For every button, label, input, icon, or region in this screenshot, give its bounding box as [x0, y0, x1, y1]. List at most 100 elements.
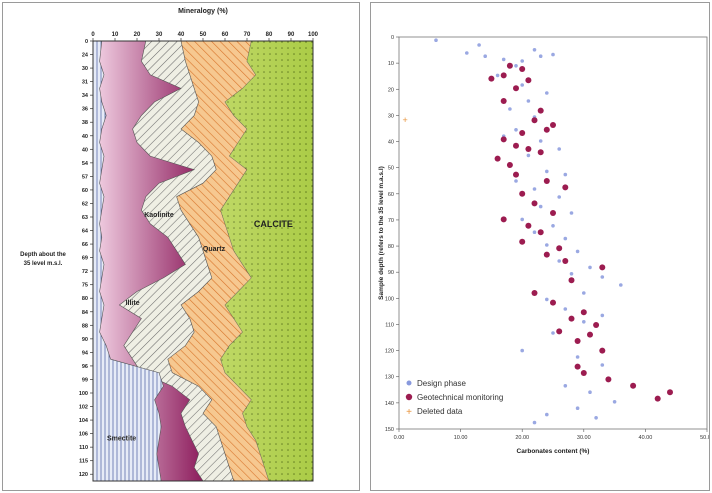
- y-tick-label: 60: [388, 192, 394, 198]
- design-phase-point: [575, 406, 580, 411]
- geotechnical-point: [562, 258, 569, 264]
- plot-frame: [398, 36, 708, 430]
- design-phase-point: [582, 320, 586, 324]
- design-phase-point: [520, 217, 524, 222]
- y-tick-label: 90: [82, 337, 88, 343]
- y-tick-label: 80: [82, 296, 88, 302]
- design-phase-point: [600, 363, 605, 367]
- x-tick-label: 50: [200, 32, 207, 38]
- geotechnical-point: [556, 245, 563, 252]
- design-phase-point: [545, 91, 549, 95]
- area-label-smectite: Smectite: [107, 435, 136, 442]
- y-tick-label: 40: [82, 147, 88, 153]
- y-tick-label: 31: [82, 80, 88, 86]
- x-tick-label: 30.00: [577, 435, 591, 441]
- chart-title: Mineralogy (%): [178, 8, 228, 15]
- geotechnical-point: [580, 309, 587, 316]
- y-tick-label: 100: [385, 296, 394, 302]
- geotechnical-point: [568, 277, 575, 284]
- y-tick-label: 50: [388, 166, 394, 172]
- y-tick-label: 100: [79, 391, 88, 397]
- design-phase-point: [508, 107, 512, 111]
- geotechnical-point: [537, 107, 544, 114]
- geotechnical-point: [587, 331, 593, 338]
- area-calcite-dots: [93, 41, 313, 481]
- geotechnical-point: [513, 142, 519, 149]
- x-tick-label: 70: [244, 32, 251, 38]
- geotechnical-point: [525, 146, 532, 152]
- y-tick-label: 30: [82, 66, 88, 72]
- design-phase-point: [532, 420, 537, 425]
- y-tick-label: 0: [85, 39, 88, 45]
- geotechnical-point: [531, 290, 538, 296]
- geotechnical-point: [599, 347, 606, 354]
- geotechnical-point: [525, 222, 532, 229]
- geotechnical-point: [605, 376, 612, 383]
- geotechnical-point: [506, 62, 513, 69]
- legend-deleted-marker: +: [406, 407, 412, 418]
- geotechnical-point: [500, 136, 507, 143]
- geotechnical-point: [494, 155, 501, 162]
- design-phase-point: [557, 195, 561, 199]
- y-tick-label: 62: [82, 201, 88, 207]
- geotechnical-point: [550, 299, 556, 306]
- area-label-illite: Illite: [126, 300, 140, 307]
- y-tick-label: 64: [82, 229, 89, 235]
- design-phase-point: [582, 291, 586, 295]
- y-tick-label: 88: [82, 323, 88, 329]
- geotechnical-point: [543, 178, 550, 184]
- area-label-calcite: CALCITE: [254, 219, 293, 229]
- design-phase-point: [545, 169, 549, 174]
- design-phase-point: [575, 355, 580, 359]
- design-phase-point: [563, 384, 568, 388]
- design-phase-point: [600, 313, 605, 318]
- design-phase-point: [563, 307, 568, 311]
- geotechnical-point: [550, 210, 556, 216]
- design-phase-point: [588, 390, 592, 395]
- design-phase-point: [465, 51, 469, 55]
- x-tick-label: 10.00: [454, 435, 468, 441]
- mineralogy-areas: [92, 40, 313, 482]
- geotechnical-point: [543, 126, 550, 133]
- y-tick-label: 99: [82, 377, 88, 383]
- design-phase-point: [545, 412, 549, 417]
- x-tick-label: 90: [288, 32, 295, 38]
- geotechnical-point: [667, 389, 673, 396]
- y-tick-label: 94: [82, 350, 89, 356]
- y-tick-label: 10: [388, 61, 394, 67]
- design-phase-point: [551, 52, 555, 57]
- design-phase-point: [514, 64, 518, 68]
- x-tick-label: 0.00: [394, 435, 405, 441]
- y-tick-label: 69: [82, 256, 88, 262]
- design-phase-point: [551, 331, 555, 335]
- geotechnical-point: [488, 75, 495, 82]
- design-phase-point: [569, 272, 574, 276]
- geotechnical-point: [500, 98, 507, 104]
- design-phase-point: [532, 48, 537, 52]
- right-chart-panel: MET-1MET-2MET-3LEVEL-1LEVEL-2LEVEL-3LEVE…: [370, 2, 710, 491]
- legend-geo-marker: [405, 393, 413, 401]
- geotechnical-point: [531, 200, 538, 207]
- design-phase-point: [483, 54, 487, 58]
- geotechnical-point: [630, 382, 637, 389]
- geotechnical-point: [519, 238, 526, 245]
- design-phase-point: [495, 73, 500, 78]
- design-phase-point: [594, 416, 598, 420]
- design-phase-point: [612, 400, 617, 404]
- mineralogy-axes: Mineralogy (%) 0 10 20 30 40 50 60 70 80 90 100 0 24 3…: [20, 8, 319, 482]
- geotechnical-point: [537, 229, 544, 236]
- y-tick-label: 70: [388, 218, 394, 224]
- y-tick-label: 120: [385, 349, 394, 355]
- y-tick-label: 110: [79, 445, 88, 451]
- geotechnical-point: [574, 363, 581, 370]
- design-phase-point: [545, 243, 549, 247]
- y-tick-label: 90: [388, 270, 394, 276]
- legend-box: [402, 375, 534, 419]
- design-phase-point: [538, 139, 543, 143]
- design-phase-point: [600, 275, 605, 279]
- design-phase-point: [538, 204, 543, 209]
- geotechnical-point: [519, 66, 526, 72]
- x-axis-label: Carbonates content (%): [517, 448, 590, 455]
- geotechnical-point: [519, 190, 526, 197]
- design-phase-point: [532, 230, 537, 234]
